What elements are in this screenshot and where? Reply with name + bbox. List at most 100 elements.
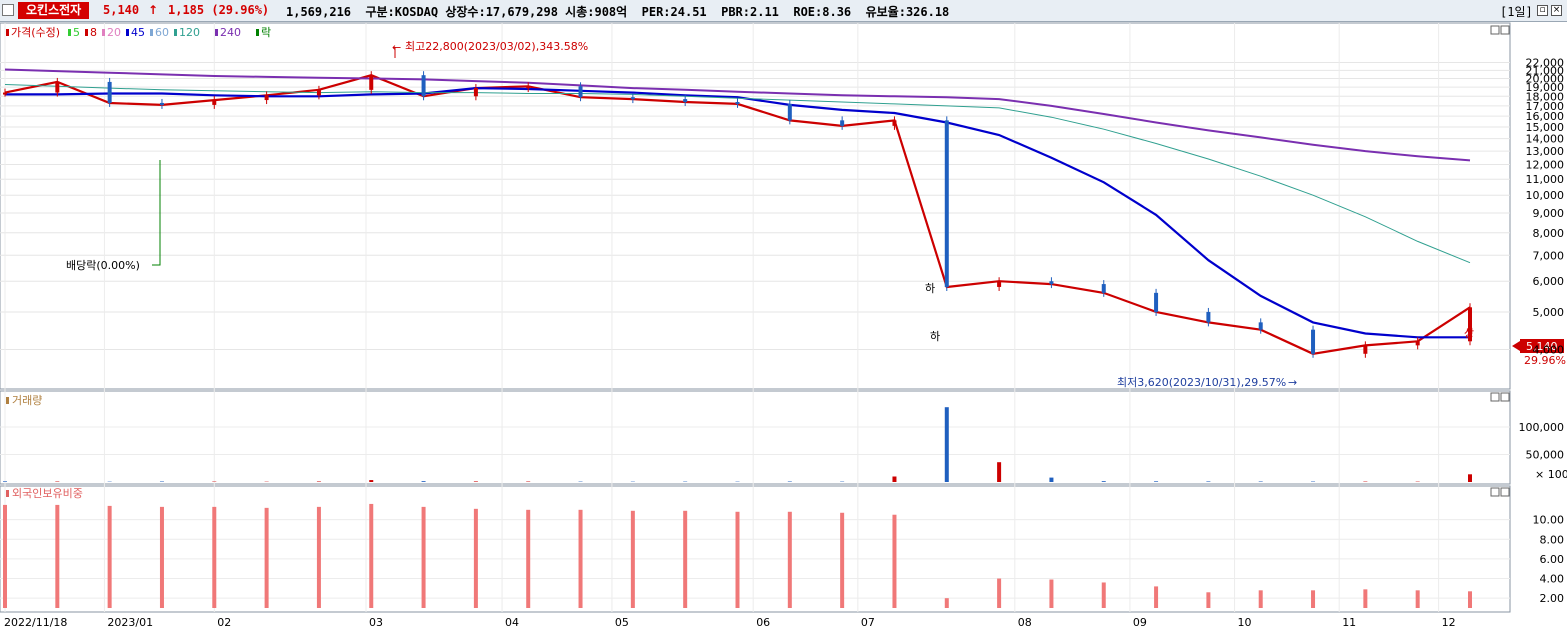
volume-bar xyxy=(421,481,426,482)
price-tick-label: 11,000 xyxy=(1526,173,1565,186)
foreign-bar xyxy=(735,511,740,608)
foreign-panel-restore-icon[interactable] xyxy=(1490,487,1500,497)
price-tick-label: 21,000 xyxy=(1526,64,1565,77)
candle-body xyxy=(421,75,426,97)
volume-bar xyxy=(1206,481,1211,482)
close-icon[interactable]: × xyxy=(1551,5,1562,16)
foreign-bar xyxy=(1363,589,1368,608)
foreign-bar xyxy=(892,514,897,608)
candle-body xyxy=(159,102,164,105)
last-change-label: 29.96% xyxy=(1524,354,1566,367)
high-marker-arrow: ← xyxy=(392,41,401,54)
candle-body xyxy=(1415,341,1420,346)
candle-body xyxy=(892,120,897,126)
x-tick-label: 03 xyxy=(369,616,383,629)
period-selector[interactable]: [1일] xyxy=(1500,5,1533,19)
legend-label: 5 xyxy=(73,26,80,39)
foreign-panel-close-icon[interactable] xyxy=(1500,487,1510,497)
volume-tick-label: 100,000 xyxy=(1519,421,1565,434)
stock-name[interactable]: 오킨스전자 xyxy=(18,2,90,19)
foreign-bar xyxy=(1101,582,1106,608)
x-tick-label: 06 xyxy=(756,616,770,629)
foreign-axis: 2.00 4.00 6.00 8.00 10.00 xyxy=(1533,514,1565,606)
legend-swatch xyxy=(150,29,153,36)
price-tick-label: 5,000 xyxy=(1533,306,1565,319)
restore-icon[interactable]: ▫ xyxy=(1537,5,1548,16)
x-tick-label: 2023/01 xyxy=(107,616,153,629)
legend-label: 120 xyxy=(179,26,200,39)
upper-limit-mark: 상 xyxy=(1464,327,1474,340)
stock-info: 1,569,216 구분:KOSDAQ 상장수:17,679,298 시총:90… xyxy=(286,5,950,19)
dividend-marker-line xyxy=(152,160,161,266)
volume-panel-restore-icon[interactable] xyxy=(1490,392,1500,402)
price-tick-label: 8,000 xyxy=(1533,227,1565,240)
candle-body xyxy=(1101,284,1106,293)
x-tick-label: 02 xyxy=(217,616,231,629)
volume-legend-label: 거래량 xyxy=(12,394,42,407)
volume-bar xyxy=(892,476,897,482)
candle-body xyxy=(1311,329,1316,354)
legend-swatch xyxy=(256,29,259,36)
candle-body xyxy=(55,81,60,93)
price-panel-restore-icon[interactable] xyxy=(1490,25,1500,35)
price-tick-label: 16,000 xyxy=(1526,110,1565,123)
candle-body xyxy=(1049,281,1054,285)
current-price: 5,140 xyxy=(103,3,140,17)
high-annotation: 최고22,800(2023/03/02),343.58% xyxy=(405,40,588,53)
x-tick-label: 11 xyxy=(1342,616,1356,629)
price-tick-label: 9,000 xyxy=(1533,207,1565,220)
candle-body xyxy=(683,99,688,102)
series-line-45 xyxy=(5,86,1470,339)
foreign-tick-label: 6.00 xyxy=(1540,553,1565,566)
up-arrow-icon: ↑ xyxy=(148,3,159,17)
legend-label: 가격(수정) xyxy=(11,26,60,39)
legend-label: 8 xyxy=(90,26,97,39)
price-tick-label: 15,000 xyxy=(1526,121,1565,134)
foreign-panel xyxy=(0,485,1511,613)
price-tick-label: 22,000 xyxy=(1526,56,1565,69)
candle-body xyxy=(735,101,740,104)
candle-body xyxy=(997,281,1002,287)
volume-panel xyxy=(0,390,1511,485)
candle-body xyxy=(944,120,949,287)
candle-body xyxy=(316,89,321,96)
foreign-bar xyxy=(1311,590,1316,608)
volume-bars xyxy=(3,407,1472,482)
foreign-bar xyxy=(212,506,217,608)
lower-limit-mark-2: 하 xyxy=(930,329,940,343)
foreign-bar xyxy=(473,508,478,608)
foreign-bar xyxy=(55,504,60,608)
x-tick-label: 09 xyxy=(1133,616,1147,629)
candle-body xyxy=(1206,311,1211,323)
foreign-bar xyxy=(1206,592,1211,608)
volume-tick-label: 50,000 xyxy=(1526,449,1565,462)
foreign-bar xyxy=(840,512,845,608)
foreign-bar xyxy=(369,503,374,608)
legend-label: 240 xyxy=(220,26,241,39)
candle-body xyxy=(787,103,792,121)
x-tick-label: 05 xyxy=(615,616,629,629)
candle-body xyxy=(1258,322,1263,330)
legend-swatch xyxy=(68,29,71,36)
volume-panel-close-icon[interactable] xyxy=(1500,392,1510,402)
foreign-bar xyxy=(630,510,635,608)
price-panel-close-icon[interactable] xyxy=(1500,25,1510,35)
volume-bar xyxy=(944,407,949,482)
legend-swatch xyxy=(102,29,105,36)
low-marker-arrow: → xyxy=(1288,376,1297,389)
low-annotation: 최저3,620(2023/10/31),29.57% xyxy=(1117,376,1286,389)
price-tick-label: 6,000 xyxy=(1533,275,1565,288)
x-tick-label: 04 xyxy=(505,616,519,629)
price-tick-label: 19,000 xyxy=(1526,81,1565,94)
foreign-legend-swatch xyxy=(6,490,9,497)
price-tick-label: 18,000 xyxy=(1526,90,1565,103)
volume-bar xyxy=(369,480,374,482)
last-price-label: 5,140 xyxy=(1526,340,1558,353)
legend-swatch xyxy=(126,29,129,36)
volume-bar xyxy=(1468,474,1472,482)
header-checkbox[interactable] xyxy=(2,4,14,16)
chart-header: 오킨스전자 5,140 ↑ 1,185 (29.96%) 1,569,216 구… xyxy=(0,0,1567,22)
legend-swatch xyxy=(85,29,88,36)
candle-body xyxy=(107,81,112,103)
